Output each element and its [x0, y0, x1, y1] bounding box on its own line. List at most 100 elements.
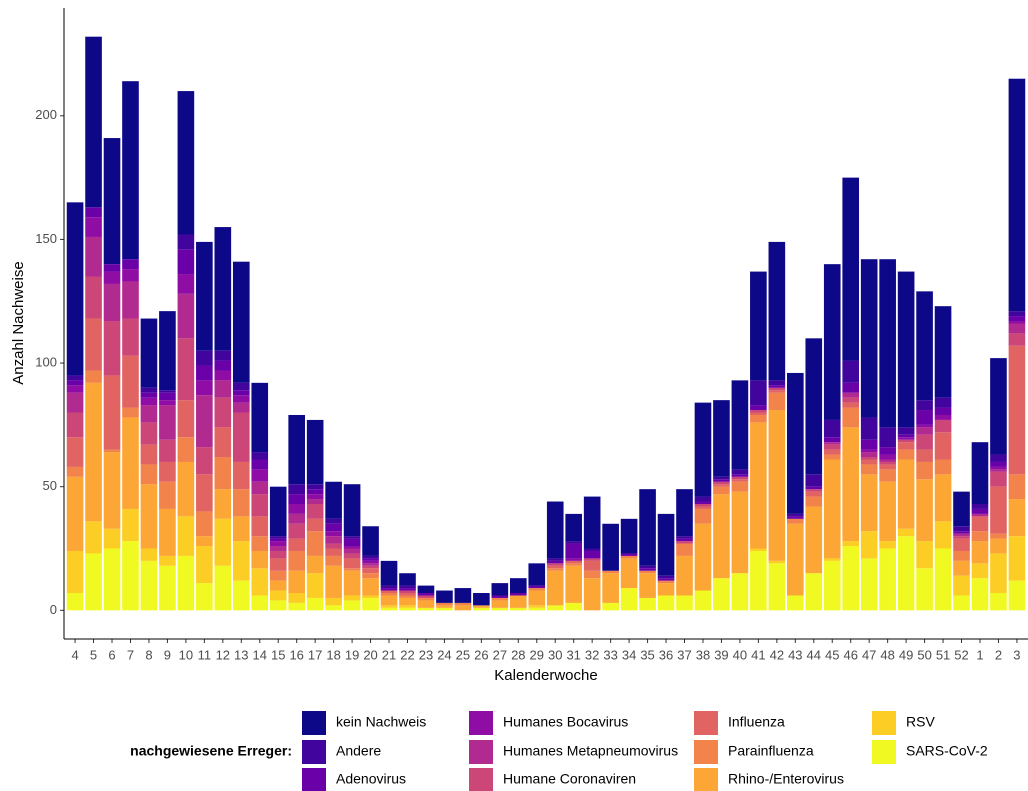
bar-segment [694, 503, 712, 507]
bar-segment [306, 597, 324, 611]
bar-segment [66, 593, 84, 611]
bar-segment [140, 444, 158, 465]
bar-segment [140, 560, 158, 611]
bar-segment [768, 380, 786, 386]
bar-segment [177, 249, 195, 275]
bar-segment [657, 583, 675, 596]
legend-key [694, 711, 718, 735]
bar-segment [897, 536, 915, 611]
bar-segment [805, 506, 823, 574]
bar-segment [916, 434, 933, 450]
bar-segment [916, 400, 933, 411]
bar-segment [934, 474, 952, 522]
x-tick-label: 2 [995, 647, 1002, 662]
bar-segment [343, 595, 361, 601]
bar-segment [362, 568, 379, 574]
bar-segment [306, 499, 324, 504]
x-tick-label: 18 [326, 647, 340, 662]
x-tick-label: 32 [585, 647, 599, 662]
bar-segment [85, 318, 102, 371]
bar-segment [177, 293, 195, 339]
bar-segment [454, 602, 472, 606]
bar-segment [362, 526, 379, 556]
bar-segment [676, 536, 693, 539]
bar-segment [602, 523, 619, 571]
bar-segment [269, 541, 287, 547]
bar-segment [990, 486, 1007, 534]
legend-key [302, 768, 326, 791]
bar-segment [122, 81, 139, 260]
bar-segment [1008, 311, 1026, 317]
bar-segment [251, 516, 269, 537]
bar-segment [953, 526, 970, 532]
x-tick-label: 19 [345, 647, 359, 662]
bar-segment [953, 491, 970, 527]
bar-segment [990, 538, 1007, 554]
bar-segment [232, 412, 250, 462]
bar-segment [546, 501, 564, 559]
bar-segment [694, 506, 712, 509]
bar-segment [159, 400, 176, 406]
bar-segment [639, 597, 656, 611]
bar-segment [288, 523, 305, 539]
bar-segment [750, 271, 767, 381]
bar-segment [177, 461, 195, 517]
x-tick-label: 7 [127, 647, 134, 662]
bar-segment [823, 560, 841, 611]
bar-segment [842, 546, 860, 611]
bar-segment [990, 469, 1007, 472]
bar-segment [177, 274, 195, 294]
bar-segment [103, 271, 121, 284]
bar-segment [177, 234, 195, 250]
x-tick-label: 28 [511, 647, 525, 662]
bar-segment [491, 583, 509, 596]
bar-segment [325, 518, 342, 524]
bar-segment [436, 607, 453, 611]
bar-segment [491, 607, 509, 611]
bar-segment [306, 531, 324, 556]
bar-segment [417, 607, 435, 611]
bar-segment [971, 541, 989, 564]
bar-segment [916, 291, 933, 401]
bar-segment [842, 402, 860, 408]
bar-segment [196, 395, 213, 448]
bar-segment [214, 227, 232, 351]
bar-segment [399, 605, 416, 608]
bar-segment [934, 414, 952, 420]
legend-label: RSV [906, 714, 935, 730]
bar-segment [325, 536, 342, 544]
bar-segment [380, 588, 398, 591]
bar-segment [288, 570, 305, 594]
bar-segment [546, 570, 564, 606]
bar-segment [325, 523, 342, 532]
bar-segment [232, 516, 250, 542]
x-tick-label: 27 [493, 647, 507, 662]
bar-segment [657, 595, 675, 611]
bar-segment [565, 541, 583, 544]
bar-segment [325, 548, 342, 556]
x-tick-label: 46 [843, 647, 857, 662]
bar-segment [860, 457, 878, 460]
bar-segment [768, 390, 786, 393]
x-tick-label: 40 [733, 647, 747, 662]
bar-segment [66, 412, 84, 438]
bar-segment [103, 452, 121, 529]
bar-segment [343, 538, 361, 547]
bar-segment [879, 447, 896, 455]
bar-segment [565, 602, 583, 611]
x-tick-label: 48 [880, 647, 894, 662]
bar-segment [122, 417, 139, 509]
bar-segment [491, 600, 509, 608]
bar-segment [528, 588, 546, 591]
bar-segment [528, 605, 546, 608]
bar-segment [583, 550, 601, 559]
bar-segment [971, 578, 989, 611]
bar-segment [269, 486, 287, 537]
legend-key [872, 711, 896, 735]
bar-segment [823, 437, 841, 443]
bar-segment [177, 516, 195, 556]
bar-segment [362, 573, 379, 579]
bar-segment [583, 570, 601, 579]
bar-segment [583, 496, 601, 549]
bar-segment [85, 217, 102, 237]
